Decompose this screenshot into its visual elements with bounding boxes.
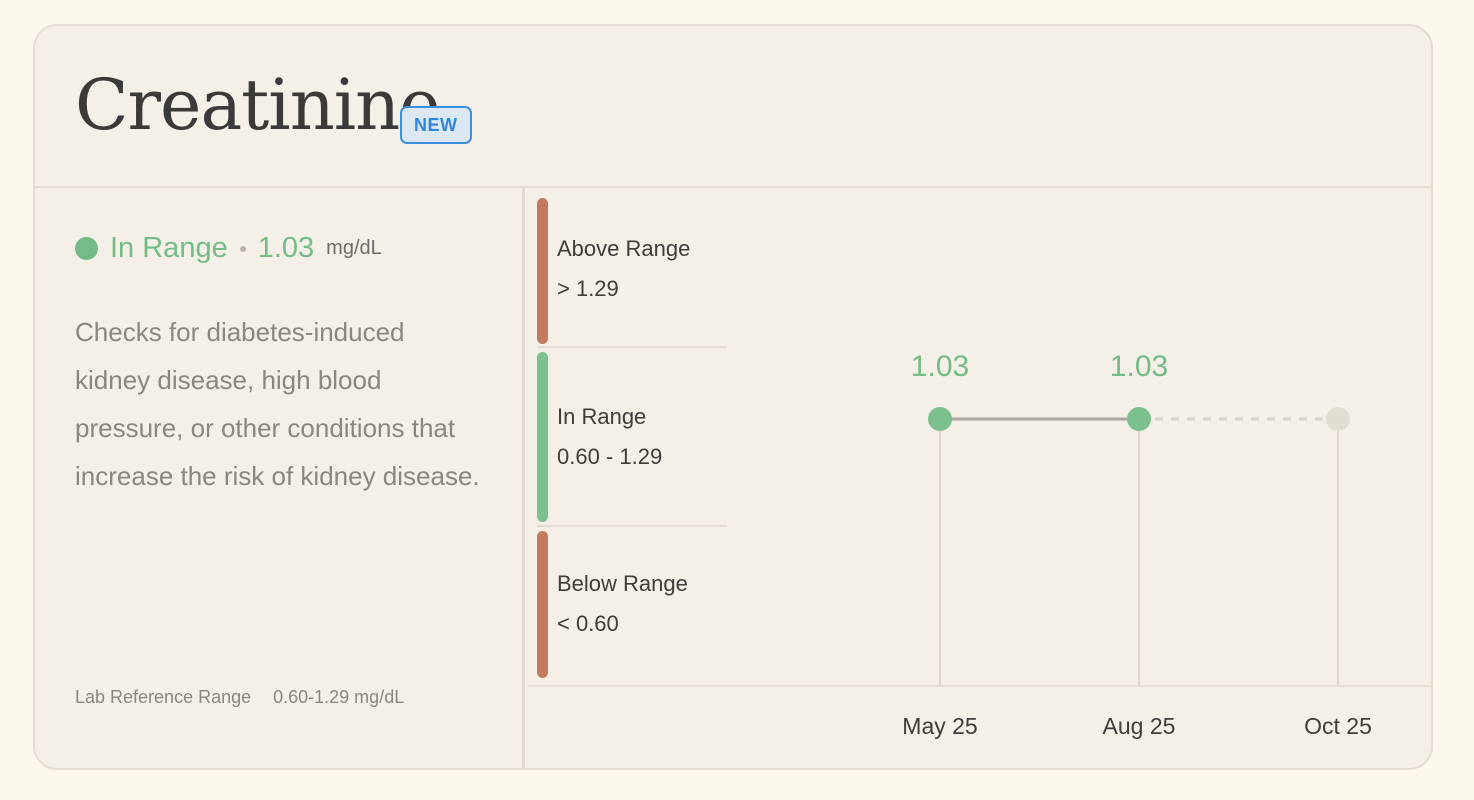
x-tick-label: Oct 25 (1304, 713, 1372, 739)
separator-dot-icon (239, 245, 246, 252)
range-above: Above Range > 1.29 (528, 198, 728, 344)
range-in: In Range 0.60 - 1.29 (528, 352, 728, 522)
range-bar-below (537, 531, 548, 678)
status-row: In Range 1.03 mg/dL (75, 232, 382, 265)
range-below: Below Range < 0.60 (528, 531, 728, 678)
range-value-below: < 0.60 (557, 611, 619, 636)
lab-reference-range: Lab Reference Range 0.60-1.29 mg/dL (75, 687, 404, 708)
status-unit: mg/dL (326, 237, 382, 259)
data-point (928, 407, 952, 431)
trend-chart: 1.03 May 25 1.03 Aug 25 Oct 25 (902, 350, 1372, 739)
card-title: Creatinine (75, 64, 441, 146)
data-point (1127, 407, 1151, 431)
summary-panel: In Range 1.03 mg/dL Checks for diabetes-… (35, 188, 525, 768)
x-tick-label: Aug 25 (1103, 713, 1176, 739)
x-tick-label: May 25 (902, 713, 977, 739)
range-label-below: Below Range (557, 571, 688, 596)
status-dot-icon (75, 237, 98, 260)
upcoming-point (1326, 407, 1350, 431)
description: Checks for diabetes-induced kidney disea… (75, 317, 480, 491)
chart-panel: Above Range > 1.29 In Range 0.60 - 1.29 … (528, 188, 1431, 768)
new-badge: NEW (400, 106, 472, 144)
range-bar-above (537, 198, 548, 344)
range-divider (537, 346, 727, 348)
range-divider (537, 525, 727, 527)
status-value: 1.03 (257, 232, 315, 264)
status-label: In Range (110, 232, 228, 264)
range-label-above: Above Range (557, 236, 691, 261)
data-label: 1.03 (911, 350, 969, 383)
range-bar-in (537, 352, 548, 522)
card-header: Creatinine NEW (35, 26, 1431, 188)
reference-label: Lab Reference Range (75, 687, 252, 707)
data-label: 1.03 (1110, 350, 1168, 383)
creatinine-card: Creatinine NEW In Range 1.03 mg/dL Check… (33, 24, 1433, 770)
range-label-in: In Range (557, 404, 647, 429)
x-axis-line (528, 685, 1431, 687)
range-value-above: > 1.29 (557, 276, 619, 301)
range-value-in: 0.60 - 1.29 (557, 444, 663, 469)
reference-value: 0.60-1.29 mg/dL (273, 687, 405, 707)
